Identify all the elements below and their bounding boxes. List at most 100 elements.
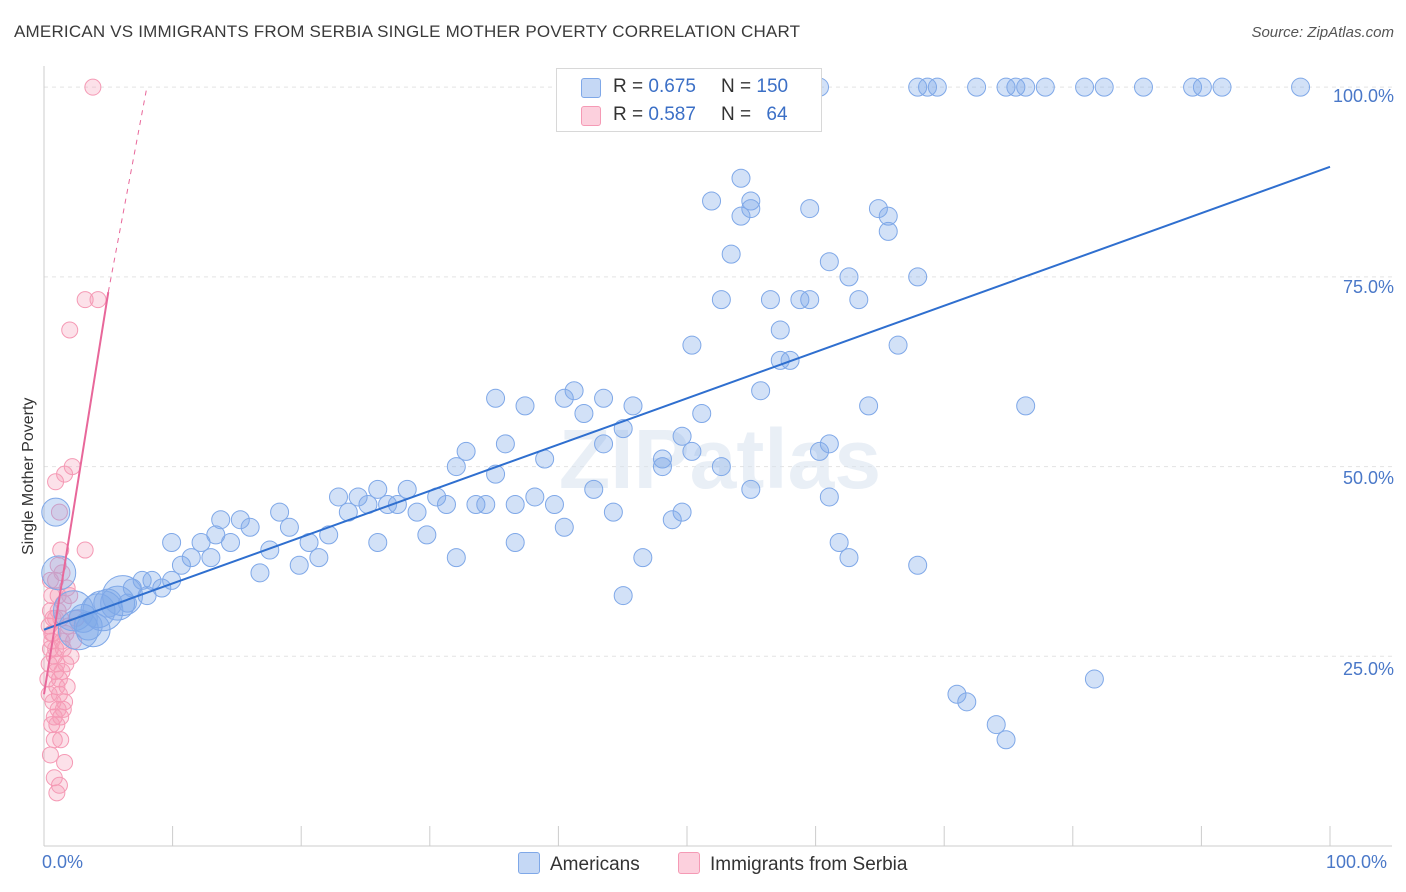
americans-point <box>564 381 584 401</box>
serbia-point <box>45 731 63 749</box>
americans-point <box>211 510 231 530</box>
americans-point <box>1212 77 1232 97</box>
americans-point <box>41 497 71 527</box>
americans-point <box>1016 77 1036 97</box>
americans-point <box>819 487 839 507</box>
legend-n-label: N = <box>721 104 752 125</box>
trend-lines <box>43 87 1331 695</box>
americans-point <box>525 487 545 507</box>
americans-point <box>368 532 388 552</box>
americans-point <box>476 495 496 515</box>
serbia-point <box>40 685 58 703</box>
americans-point <box>171 555 191 575</box>
serbia-point <box>50 503 68 521</box>
series-serbia-points <box>39 78 107 802</box>
serbia-point <box>41 746 59 764</box>
americans-point <box>918 77 938 97</box>
bottom-legend-serbia: Immigrants from Serbia <box>678 852 907 876</box>
americans-point <box>868 199 888 219</box>
americans-point <box>878 206 898 226</box>
americans-point <box>721 244 741 264</box>
serbia-point <box>89 291 107 309</box>
americans-point <box>603 502 623 522</box>
legend-r-label: R = <box>613 76 644 97</box>
americans-point <box>574 403 594 423</box>
americans-point <box>446 457 466 477</box>
americans-point <box>206 525 226 545</box>
americans-point <box>770 350 790 370</box>
y-tick-label: 75.0% <box>1342 277 1394 297</box>
serbia-label: Immigrants from Serbia <box>710 854 908 875</box>
chart-title: AMERICAN VS IMMIGRANTS FROM SERBIA SINGL… <box>14 22 801 41</box>
americans-point <box>692 403 712 423</box>
americans-point <box>908 555 928 575</box>
americans-point <box>1192 77 1212 97</box>
americans-point <box>52 590 94 632</box>
serbia-point <box>63 458 81 476</box>
americans-point <box>672 502 692 522</box>
americans-point <box>702 191 722 211</box>
americans-point <box>544 495 564 515</box>
y-tick-label: 50.0% <box>1342 468 1394 488</box>
serbia-point <box>58 678 76 696</box>
legend: R = 0.675 N = 150 R = 0.587 N = 64 <box>556 68 822 132</box>
legend-n-value: 150 <box>756 76 789 97</box>
americans-point <box>279 517 299 537</box>
legend-r-value: 0.675 <box>648 76 696 97</box>
americans-point <box>240 517 260 537</box>
serbia-trend-line <box>43 291 110 695</box>
americans-point <box>731 206 751 226</box>
y-tick-label: 100.0% <box>1332 86 1394 106</box>
americans-point <box>908 77 928 97</box>
americans-point <box>1133 77 1153 97</box>
americans-point <box>250 563 270 583</box>
americans-point <box>1075 77 1095 97</box>
serbia-point <box>56 693 74 711</box>
americans-point <box>613 419 633 439</box>
americans-point <box>181 548 201 568</box>
serbia-swatch <box>678 852 700 874</box>
americans-point <box>800 199 820 219</box>
americans-point <box>839 548 859 568</box>
americans-point <box>436 495 456 515</box>
americans-point <box>662 510 682 530</box>
americans-swatch <box>518 852 540 874</box>
serbia-point <box>61 321 79 339</box>
chart-source: Source: ZipAtlas.com <box>1251 24 1394 41</box>
americans-point <box>1291 77 1311 97</box>
americans-point <box>849 290 869 310</box>
americans-point <box>1084 669 1104 689</box>
legend-r-value: 0.587 <box>648 104 696 125</box>
americans-point <box>594 388 614 408</box>
x-tick-label: 0.0% <box>42 852 84 872</box>
americans-point <box>397 479 417 499</box>
y-axis-label: Single Mother Poverty <box>20 397 37 555</box>
americans-point <box>554 517 574 537</box>
americans-point <box>1006 77 1026 97</box>
serbia-trend-extension <box>107 87 148 293</box>
americans-point <box>760 290 780 310</box>
americans-point <box>1094 77 1114 97</box>
x-tick-label: 100.0% <box>1326 852 1388 872</box>
serbia-point <box>52 541 70 559</box>
legend-n-value: 64 <box>766 104 788 125</box>
americans-point <box>682 335 702 355</box>
serbia-point <box>62 647 80 665</box>
y-tick-label: 25.0% <box>1342 659 1394 679</box>
bottom-legend-americans: Americans <box>518 852 640 876</box>
americans-point <box>741 479 761 499</box>
americans-point <box>486 388 506 408</box>
americans-point <box>888 335 908 355</box>
americans-point <box>309 548 329 568</box>
americans-point <box>407 502 427 522</box>
americans-point <box>162 532 182 552</box>
americans-point <box>908 267 928 287</box>
americans-point <box>770 320 790 340</box>
americans-point <box>142 570 162 590</box>
americans-point <box>927 77 947 97</box>
americans-point <box>554 388 574 408</box>
serbia-point <box>76 541 94 559</box>
americans-point <box>741 199 761 219</box>
americans-point <box>711 457 731 477</box>
americans-point <box>221 532 241 552</box>
